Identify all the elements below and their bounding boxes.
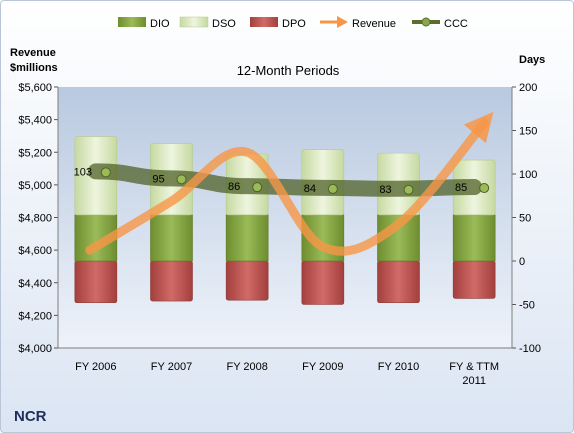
x-axis: FY 2006 FY 2007 FY 2008 FY 2009 FY 2010 FY & … — [57, 87, 513, 387]
x-tick-label: FY 2008 — [226, 361, 267, 373]
legend-swatch-ccc — [412, 17, 440, 27]
ccc-data-label: 83 — [379, 184, 391, 196]
y-left-tick-label: $4,400 — [18, 278, 52, 290]
bar-dpo — [452, 260, 496, 299]
bar-dpo — [74, 260, 118, 304]
bar-dio — [225, 214, 269, 262]
revenue-series — [85, 111, 494, 256]
legend-swatch-dso — [179, 16, 209, 28]
ccc-data-label: 95 — [152, 173, 164, 185]
legend-swatch-dio — [118, 17, 146, 27]
y-left-tick-label: $4,000 — [18, 343, 52, 355]
bar-dpo — [225, 260, 269, 301]
ccc-point — [176, 174, 187, 185]
legend-swatch-revenue — [320, 16, 348, 28]
y-right-tick-label: 100 — [519, 169, 537, 181]
x-tick-label: 2011 — [462, 375, 486, 387]
y-right-tick-label: 150 — [519, 126, 537, 138]
revenue-arrow-line — [85, 111, 494, 256]
ccc-data-label: 85 — [455, 182, 467, 194]
y-right-tick-label: 200 — [519, 82, 537, 94]
legend-swatch-dpo — [250, 17, 278, 27]
x-tick-label: FY 2006 — [75, 361, 116, 373]
y-left-tick-label: $4,200 — [18, 310, 52, 322]
company-name: NCR — [14, 408, 47, 425]
y-right-tick-label: 50 — [519, 213, 531, 225]
legend: DIO DSO DPO Revenue CCC — [118, 16, 468, 30]
ccc-point — [252, 182, 263, 193]
y-right-axis-title: Days — [519, 54, 545, 66]
y-left-tick-label: $4,800 — [18, 213, 52, 225]
x-tick-label: FY 2007 — [151, 361, 192, 373]
y-left-axis-title-line1: Revenue — [10, 47, 56, 59]
bar-dio — [452, 214, 496, 262]
y-left-axis-title-line2: $millions — [10, 62, 58, 74]
ccc-point — [327, 183, 338, 194]
bar-dio — [150, 214, 193, 262]
y-left-tick-label: $5,200 — [18, 147, 52, 159]
y-left-tick-label: $5,600 — [18, 82, 52, 94]
y-left-tick-label: $4,600 — [18, 245, 52, 257]
y-left-tick-label: $5,000 — [18, 180, 52, 192]
x-tick-label: FY & TTM — [449, 361, 499, 373]
plot-area — [58, 87, 512, 348]
y-right-tick-label: -50 — [519, 300, 535, 312]
ccc-point — [479, 183, 490, 194]
legend-label-dpo: DPO — [282, 18, 306, 30]
x-tick-label: FY 2009 — [302, 361, 343, 373]
legend-label-dio: DIO — [150, 18, 170, 30]
bar-dpo — [150, 260, 193, 302]
legend-label-dso: DSO — [212, 18, 236, 30]
y-right-tick-label: -100 — [519, 343, 541, 355]
x-tick-label: FY 2010 — [378, 361, 419, 373]
ccc-point — [100, 167, 111, 178]
legend-label-revenue: Revenue — [352, 18, 396, 30]
ccc-data-label: 84 — [304, 183, 316, 195]
y-right-tick-label: 0 — [519, 256, 525, 268]
y-left-axis: $4,000 $4,200 $4,400 $4,600 $4,800 $5,000 $5,2… — [18, 82, 58, 355]
ccc-point — [403, 184, 414, 195]
y-left-tick-label: $5,400 — [18, 115, 52, 127]
ccc-data-label: 103 — [74, 166, 92, 178]
legend-label-ccc: CCC — [444, 18, 468, 30]
chart-title: 12-Month Periods — [237, 63, 340, 78]
y-right-axis: -100 -50 0 50 100 150 200 — [512, 82, 541, 355]
ccc-data-label: 86 — [228, 181, 240, 193]
bar-dpo — [301, 260, 345, 305]
bar-dpo — [377, 260, 420, 304]
